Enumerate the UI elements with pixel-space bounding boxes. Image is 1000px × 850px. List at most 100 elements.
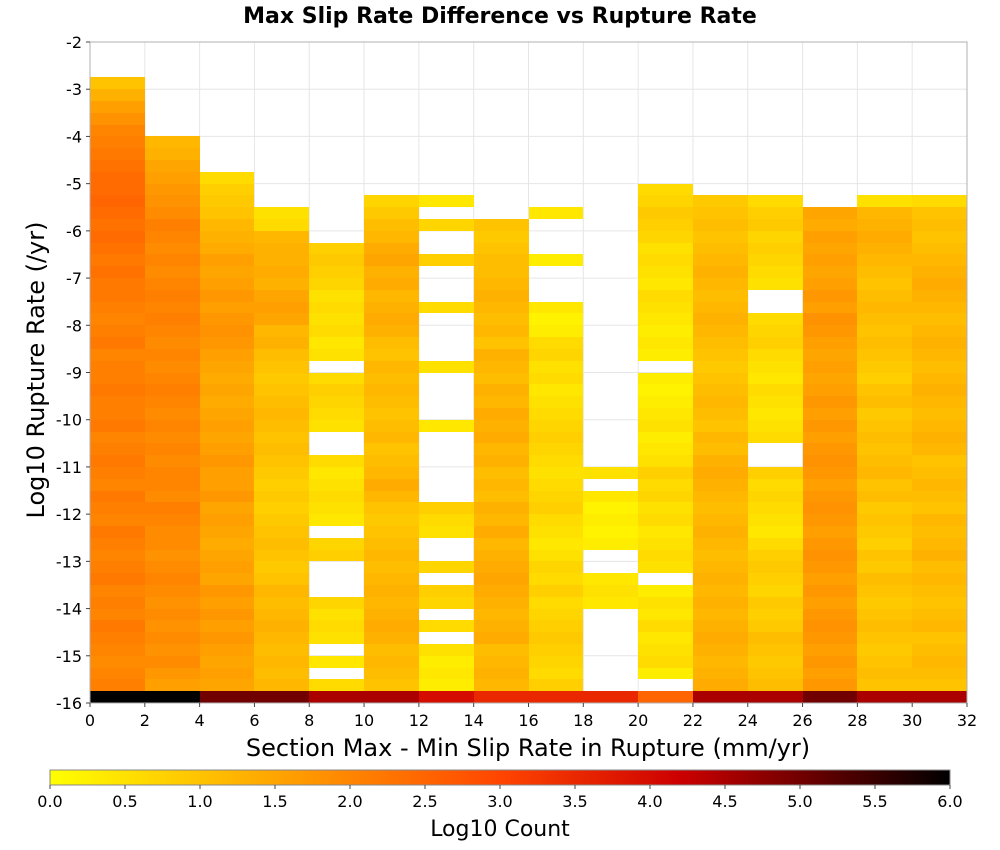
x-tick-label: 10 [354,711,374,730]
heatmap-cell [364,408,419,420]
heatmap-cell [145,254,200,266]
heatmap-cell [309,691,364,703]
heatmap-cell [583,538,638,550]
heatmap-cell [638,278,693,290]
heatmap-cell [693,514,748,526]
heatmap-cell [803,632,857,644]
heatmap-cell [145,172,200,184]
heatmap-cell [857,349,912,361]
heatmap-cell [364,325,419,337]
x-tick-label: 8 [304,711,314,730]
heatmap-cell [419,644,474,656]
heatmap-cell [90,561,145,573]
heatmap-cell [90,278,145,290]
heatmap-cell [309,337,364,349]
heatmap-cell [638,550,693,561]
heatmap-cell [857,420,912,432]
heatmap-cell [309,254,364,266]
x-tick-label: 4 [195,711,205,730]
heatmap-cell [748,349,803,361]
y-tick-label: -14 [56,600,82,619]
heatmap-cell [803,455,857,467]
heatmap-cell [693,573,748,585]
heatmap-cell [803,290,857,302]
heatmap-cell [912,479,967,491]
heatmap-cell [474,420,529,432]
heatmap-cell [200,302,254,313]
heatmap-cell [912,195,967,207]
heatmap-cell [90,620,145,632]
heatmap-cell [145,455,200,467]
heatmap-cell [364,443,419,455]
heatmap-cell [803,644,857,656]
heatmap-cell [803,538,857,550]
heatmap-cell [857,479,912,491]
heatmap-cell [145,514,200,526]
heatmap-cell [529,420,583,432]
heatmap-cell [90,420,145,432]
heatmap-cell [748,514,803,526]
heatmap-cell [583,597,638,609]
heatmap-cell [638,195,693,207]
heatmap-cell [200,396,254,408]
heatmap-cell [857,597,912,609]
heatmap-cell [693,408,748,420]
heatmap-cell [748,679,803,691]
heatmap-cell [200,207,254,219]
heatmap-cell [748,207,803,219]
chart-title: Max Slip Rate Difference vs Rupture Rate [243,4,757,29]
heatmap-cell [693,278,748,290]
heatmap-cell [474,585,529,597]
heatmap-cell [309,420,364,432]
heatmap-cell [90,467,145,479]
heatmap-cell [638,632,693,644]
heatmap-cell [145,325,200,337]
heatmap-cell [254,502,309,514]
heatmap-cell [90,349,145,361]
heatmap-cell [857,337,912,349]
heatmap-cell [529,396,583,408]
x-tick-label: 12 [409,711,429,730]
heatmap-cell [254,573,309,585]
heatmap-cell [364,361,419,373]
heatmap-cell [309,620,364,632]
heatmap-cell [912,502,967,514]
heatmap-cell [474,502,529,514]
y-tick-label: -11 [56,458,82,477]
heatmap-cell [912,691,967,703]
heatmap-cell [145,644,200,656]
heatmap-cell [912,278,967,290]
heatmap-cell [474,432,529,443]
heatmap-cell [474,337,529,349]
heatmap-cell [254,620,309,632]
heatmap-cell [583,573,638,585]
x-axis-ticks: 0 2 4 6 8 10 12 14 16 18 20 22 24 26 28 30 32 [85,703,977,730]
heatmap-cell [145,231,200,243]
heatmap-cell [145,550,200,561]
heatmap-cell [857,254,912,266]
heatmap-cell [912,585,967,597]
heatmap-cell [803,691,857,703]
heatmap-cell [912,396,967,408]
heatmap-cell [912,219,967,231]
heatmap-cell [200,609,254,620]
heatmap-cell [254,396,309,408]
heatmap-cell [693,620,748,632]
heatmap-cell [364,207,419,219]
heatmap-cell [364,432,419,443]
heatmap-cell [912,514,967,526]
heatmap-cell [90,644,145,656]
heatmap-cell [200,620,254,632]
heatmap-cell [474,691,529,703]
heatmap-cell [145,573,200,585]
heatmap-cell [90,373,145,384]
heatmap-cell [309,679,364,691]
heatmap-cell [145,691,200,703]
heatmap-cell [748,325,803,337]
heatmap-cell [803,420,857,432]
heatmap-cell [419,195,474,207]
y-axis-ticks: -2 -3 -4 -5 -6 -7 -8 -9 -10 -11 -12 -13 -14 -15 -16 [56,33,90,713]
heatmap-cell [145,491,200,502]
heatmap-cell [145,337,200,349]
heatmap-cell [309,349,364,361]
